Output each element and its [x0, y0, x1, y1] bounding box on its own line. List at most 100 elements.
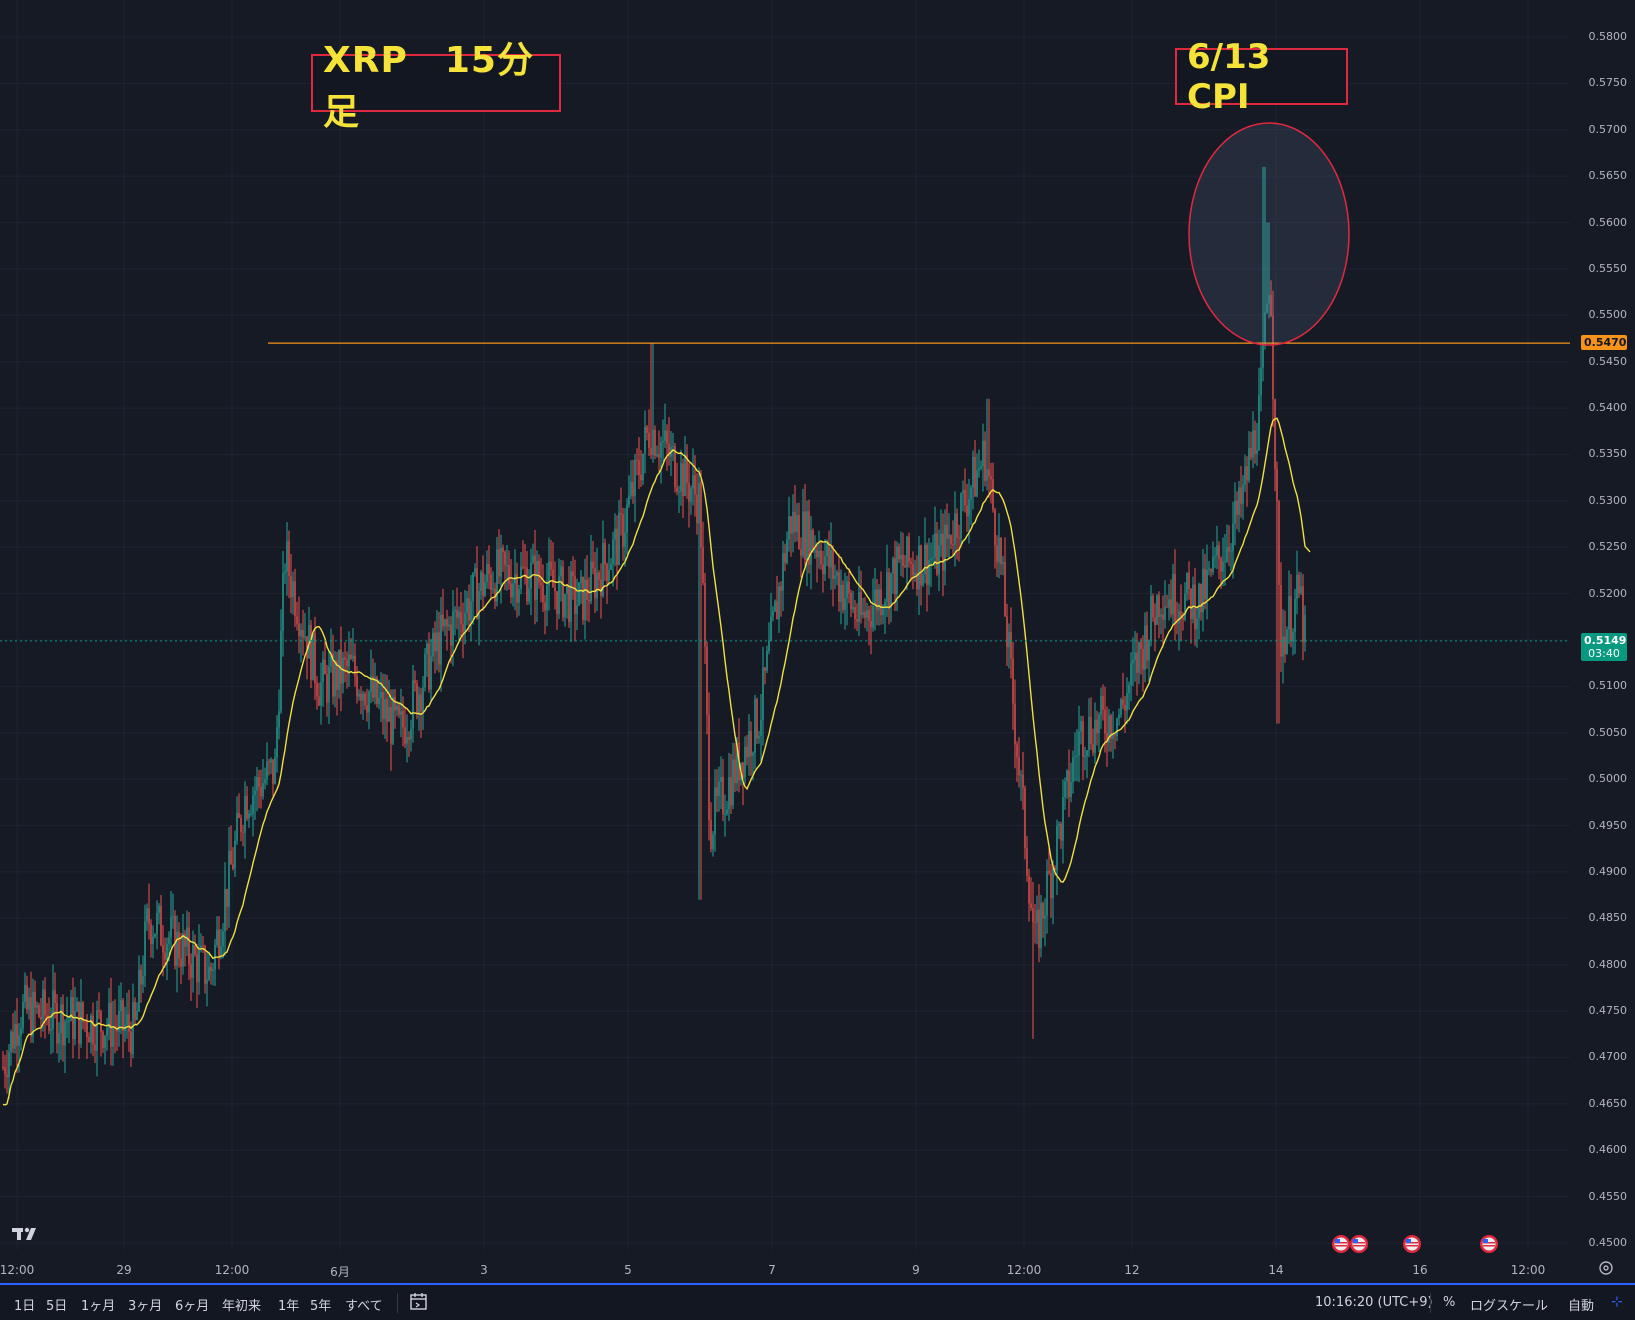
candle-body [1032, 908, 1034, 923]
candle-body [694, 475, 696, 495]
candle-body [1054, 867, 1056, 871]
range-button-all[interactable]: すべて [345, 1299, 383, 1314]
candle-body [1224, 561, 1226, 563]
us-flag-event-icon[interactable] [1349, 1234, 1369, 1254]
candle-body [88, 1036, 90, 1043]
candle-body [470, 601, 472, 621]
auto-scale-toggle[interactable]: 自動 [1568, 1299, 1595, 1314]
candle-body [476, 568, 478, 619]
candle-body [1292, 631, 1294, 642]
candle-body [126, 1014, 128, 1025]
candle-body [1140, 642, 1142, 649]
us-flag-event-icon[interactable] [1479, 1234, 1499, 1254]
candle-body [434, 632, 436, 652]
candle-body [46, 1015, 48, 1019]
price-tick-label: 0.5700 [1588, 122, 1628, 136]
range-button-1m[interactable]: 1ヶ月 [81, 1299, 116, 1314]
candle-body [754, 699, 756, 754]
candle-body [1092, 744, 1094, 753]
candle-body [524, 567, 526, 569]
range-button-ytd[interactable]: 年初来 [222, 1299, 262, 1314]
range-button-5y[interactable]: 5年 [310, 1299, 332, 1314]
candle-body [580, 576, 582, 583]
price-tick-label: 0.4600 [1588, 1143, 1628, 1157]
candle-body [1232, 523, 1234, 552]
candle-body [1236, 500, 1238, 515]
toolbar-divider [397, 1293, 398, 1313]
log-scale-toggle[interactable]: ログスケール [1470, 1299, 1549, 1314]
candle-body [10, 1031, 12, 1053]
candle-body [948, 534, 950, 539]
candle-body [480, 572, 482, 592]
candle-body [420, 694, 422, 712]
candle-body [432, 632, 434, 657]
candle-body [910, 561, 912, 564]
candle-body [200, 945, 202, 950]
candle-body [1246, 466, 1248, 481]
chart-area[interactable]: XRP 15分足 6/13 CPI 0.5800 0.5750 0.5700 0.56… [0, 0, 1635, 1283]
candle-body [1082, 721, 1084, 758]
percent-scale-toggle[interactable]: % [1443, 1295, 1456, 1310]
candle-body [1084, 755, 1086, 758]
range-button-3m[interactable]: 3ヶ月 [128, 1299, 163, 1314]
us-flag-event-icon[interactable] [1331, 1234, 1351, 1254]
candle-body [736, 742, 738, 784]
candle-body [50, 1028, 52, 1031]
range-button-6m[interactable]: 6ヶ月 [175, 1299, 210, 1314]
candle-body [648, 432, 650, 449]
candle-body [728, 777, 730, 810]
settings-gear-icon[interactable] [1598, 1260, 1614, 1276]
candle-body [350, 654, 352, 659]
timezone-display[interactable]: 10:16:20 (UTC+9) [1315, 1295, 1433, 1310]
candle-body [1090, 716, 1092, 745]
candle-body [484, 582, 486, 596]
candle-body [642, 453, 644, 481]
grid-lines [0, 0, 1570, 1250]
candle-body [274, 757, 276, 784]
candle-body [136, 1010, 138, 1020]
candle-body [264, 779, 266, 784]
candle-body [1262, 344, 1264, 368]
candle-body [658, 454, 660, 458]
range-button-5d[interactable]: 5日 [46, 1299, 68, 1314]
candle-body [310, 625, 312, 680]
candle-body [956, 513, 958, 538]
calendar-range-icon[interactable] [410, 1292, 428, 1312]
price-tick-label: 0.5250 [1588, 540, 1628, 554]
candle-body [1286, 629, 1288, 654]
candle-body [946, 524, 948, 539]
candle-body [1276, 468, 1278, 502]
tradingview-logo-icon[interactable] [12, 1226, 42, 1242]
candle-body [1288, 596, 1290, 630]
range-button-1y[interactable]: 1年 [278, 1299, 300, 1314]
candle-body [190, 964, 192, 978]
candle-body [788, 516, 790, 540]
candle-body [814, 549, 816, 552]
candle-body [58, 1033, 60, 1044]
candle-body [360, 693, 362, 701]
time-tick-label: 14 [1268, 1263, 1284, 1277]
candle-body [706, 646, 708, 715]
candle-body [1146, 625, 1148, 661]
candle-body [222, 931, 224, 947]
range-button-1d[interactable]: 1日 [14, 1299, 36, 1314]
candle-body [14, 1024, 16, 1049]
candle-body [304, 636, 306, 638]
candle-body [526, 567, 528, 602]
us-flag-event-icon[interactable] [1402, 1234, 1422, 1254]
candle-body [880, 589, 882, 616]
candle-body [550, 561, 552, 570]
candle-body [826, 543, 828, 557]
candlestick-chart[interactable] [0, 0, 1635, 1283]
candle-body [66, 1021, 68, 1023]
candle-body [744, 746, 746, 778]
candle-body [1282, 636, 1284, 657]
candle-body [1174, 573, 1176, 622]
candle-body [422, 687, 424, 712]
candle-body [1266, 303, 1268, 313]
candle-body [260, 786, 262, 797]
candle-body [2, 1066, 4, 1068]
price-tick-label: 0.5050 [1588, 725, 1628, 739]
candle-body [1110, 715, 1112, 740]
expand-icon[interactable]: ⊹ [1611, 1294, 1623, 1310]
